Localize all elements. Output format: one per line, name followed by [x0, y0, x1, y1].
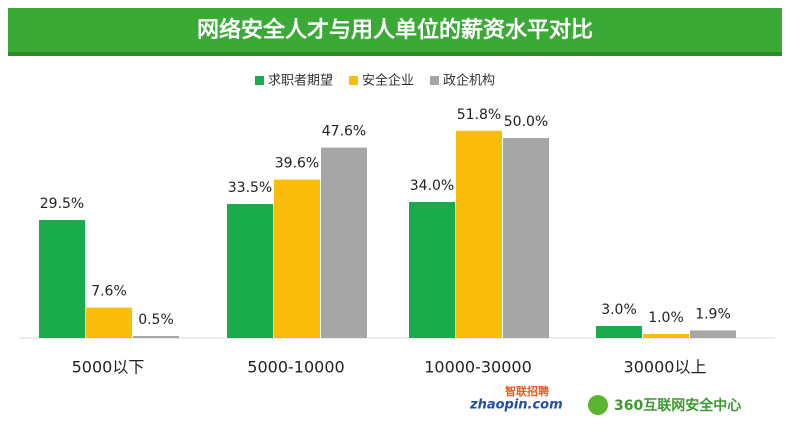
chart-title: 网络安全人才与用人单位的薪资水平对比 — [197, 17, 593, 43]
value-label: 50.0% — [504, 114, 548, 130]
bar — [133, 336, 179, 338]
legend-swatch — [255, 76, 264, 85]
bar — [503, 138, 549, 338]
legend-label: 政企机构 — [443, 73, 495, 89]
legend-label: 求职者期望 — [268, 73, 333, 89]
value-label: 34.0% — [410, 178, 454, 194]
value-label: 0.5% — [138, 312, 174, 328]
value-label: 29.5% — [40, 196, 84, 212]
value-label: 1.0% — [648, 310, 684, 326]
title-banner — [8, 8, 782, 56]
bar — [274, 179, 320, 338]
bar — [409, 202, 455, 338]
source-logo-text: 360互联网安全中心 — [614, 397, 741, 414]
bar — [596, 326, 642, 338]
x-tick-label: 10000-30000 — [424, 358, 532, 377]
value-label: 1.9% — [695, 306, 731, 322]
x-tick-label: 5000以下 — [72, 358, 145, 377]
value-label: 51.8% — [457, 107, 501, 123]
bar — [227, 204, 273, 338]
x-tick-label: 30000以上 — [624, 358, 707, 377]
bar — [321, 147, 367, 338]
legend-swatch — [430, 76, 440, 85]
bar — [690, 330, 736, 338]
source-logo-text: 智联招聘 — [505, 384, 549, 398]
title-banner-shadow — [8, 52, 782, 56]
bar — [643, 334, 689, 338]
value-label: 39.6% — [275, 156, 319, 172]
value-label: 33.5% — [228, 180, 272, 196]
bar — [456, 130, 502, 338]
bar — [86, 307, 132, 338]
legend-label: 安全企业 — [362, 73, 414, 89]
value-label: 47.6% — [322, 124, 366, 140]
logo-icon — [588, 395, 608, 415]
bar — [39, 220, 85, 338]
value-label: 3.0% — [601, 302, 637, 318]
legend-swatch — [349, 76, 359, 85]
source-logo-text: zhaopin.com — [469, 398, 563, 413]
value-label: 7.6% — [91, 284, 127, 300]
x-tick-label: 5000-10000 — [247, 358, 344, 377]
